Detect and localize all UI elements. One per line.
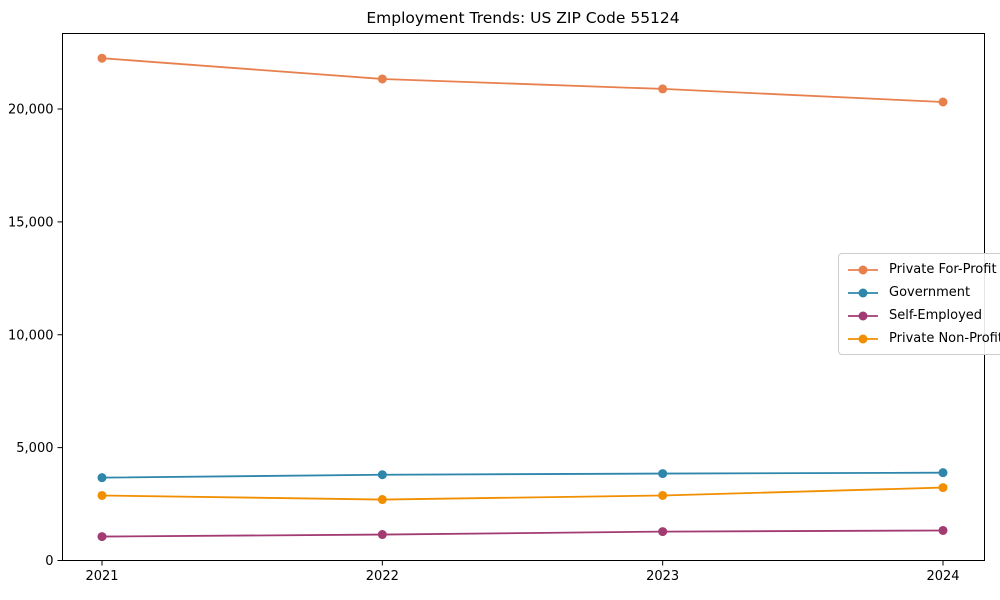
legend-label: Government: [889, 285, 971, 300]
y-tick-label: 15,000: [8, 215, 54, 230]
data-point-government-2024: [938, 468, 948, 478]
x-tick-label: 2022: [366, 569, 399, 584]
legend-marker-icon: [848, 311, 878, 320]
data-point-private-for-profit-2021: [97, 53, 107, 63]
legend-label: Private Non-Profit: [889, 331, 1000, 346]
legend-marker-icon: [848, 288, 878, 297]
data-point-government-2023: [658, 469, 668, 479]
data-point-private-for-profit-2022: [377, 74, 387, 84]
series-line-private-non-profit: [101, 486, 944, 501]
series-government: [97, 468, 948, 483]
legend-item: Self-Employed: [847, 304, 1000, 327]
series-private-for-profit: [97, 53, 948, 107]
legend-item: Private For-Profit: [847, 258, 1000, 281]
data-point-government-2022: [377, 470, 387, 480]
legend-item: Government: [847, 281, 1000, 304]
legend-dot-sample: [858, 288, 868, 297]
data-point-self-employed-2023: [658, 527, 668, 537]
series-layer: [97, 53, 948, 542]
x-tick-label: 2024: [926, 569, 959, 584]
chart-title: Employment Trends: US ZIP Code 55124: [366, 9, 679, 27]
data-point-private-non-profit-2021: [97, 490, 107, 500]
data-point-self-employed-2024: [938, 525, 948, 535]
data-point-private-non-profit-2023: [658, 490, 668, 500]
x-tick-label: 2023: [646, 569, 679, 584]
legend-marker-icon: [848, 334, 878, 343]
data-point-private-for-profit-2023: [658, 84, 668, 94]
legend-dot-sample: [858, 265, 868, 274]
legend-dot-sample: [858, 334, 868, 343]
y-tick-label: 5,000: [16, 441, 53, 456]
data-point-self-employed-2021: [97, 532, 107, 542]
legend-marker-icon: [848, 265, 878, 274]
series-line-government: [101, 471, 944, 479]
series-private-non-profit: [97, 483, 948, 505]
chart-legend: Private For-Profit Government Self-Employe…: [838, 253, 1000, 355]
y-tick-label: 0: [45, 554, 53, 569]
x-tick-label: 2021: [85, 569, 118, 584]
legend-label: Self-Employed: [889, 308, 983, 323]
series-self-employed: [97, 525, 948, 542]
data-point-private-for-profit-2024: [938, 97, 948, 107]
legend-dot-sample: [858, 311, 868, 320]
data-point-private-non-profit-2022: [377, 495, 387, 505]
data-point-self-employed-2022: [377, 530, 387, 540]
legend-item: Private Non-Profit: [847, 327, 1000, 350]
data-point-government-2021: [97, 473, 107, 483]
y-tick-label: 10,000: [8, 328, 54, 343]
y-tick-label: 20,000: [8, 103, 54, 118]
series-line-private-for-profit: [101, 57, 944, 103]
series-line-self-employed: [101, 529, 944, 538]
data-point-private-non-profit-2024: [938, 483, 948, 493]
legend-label: Private For-Profit: [889, 262, 997, 277]
